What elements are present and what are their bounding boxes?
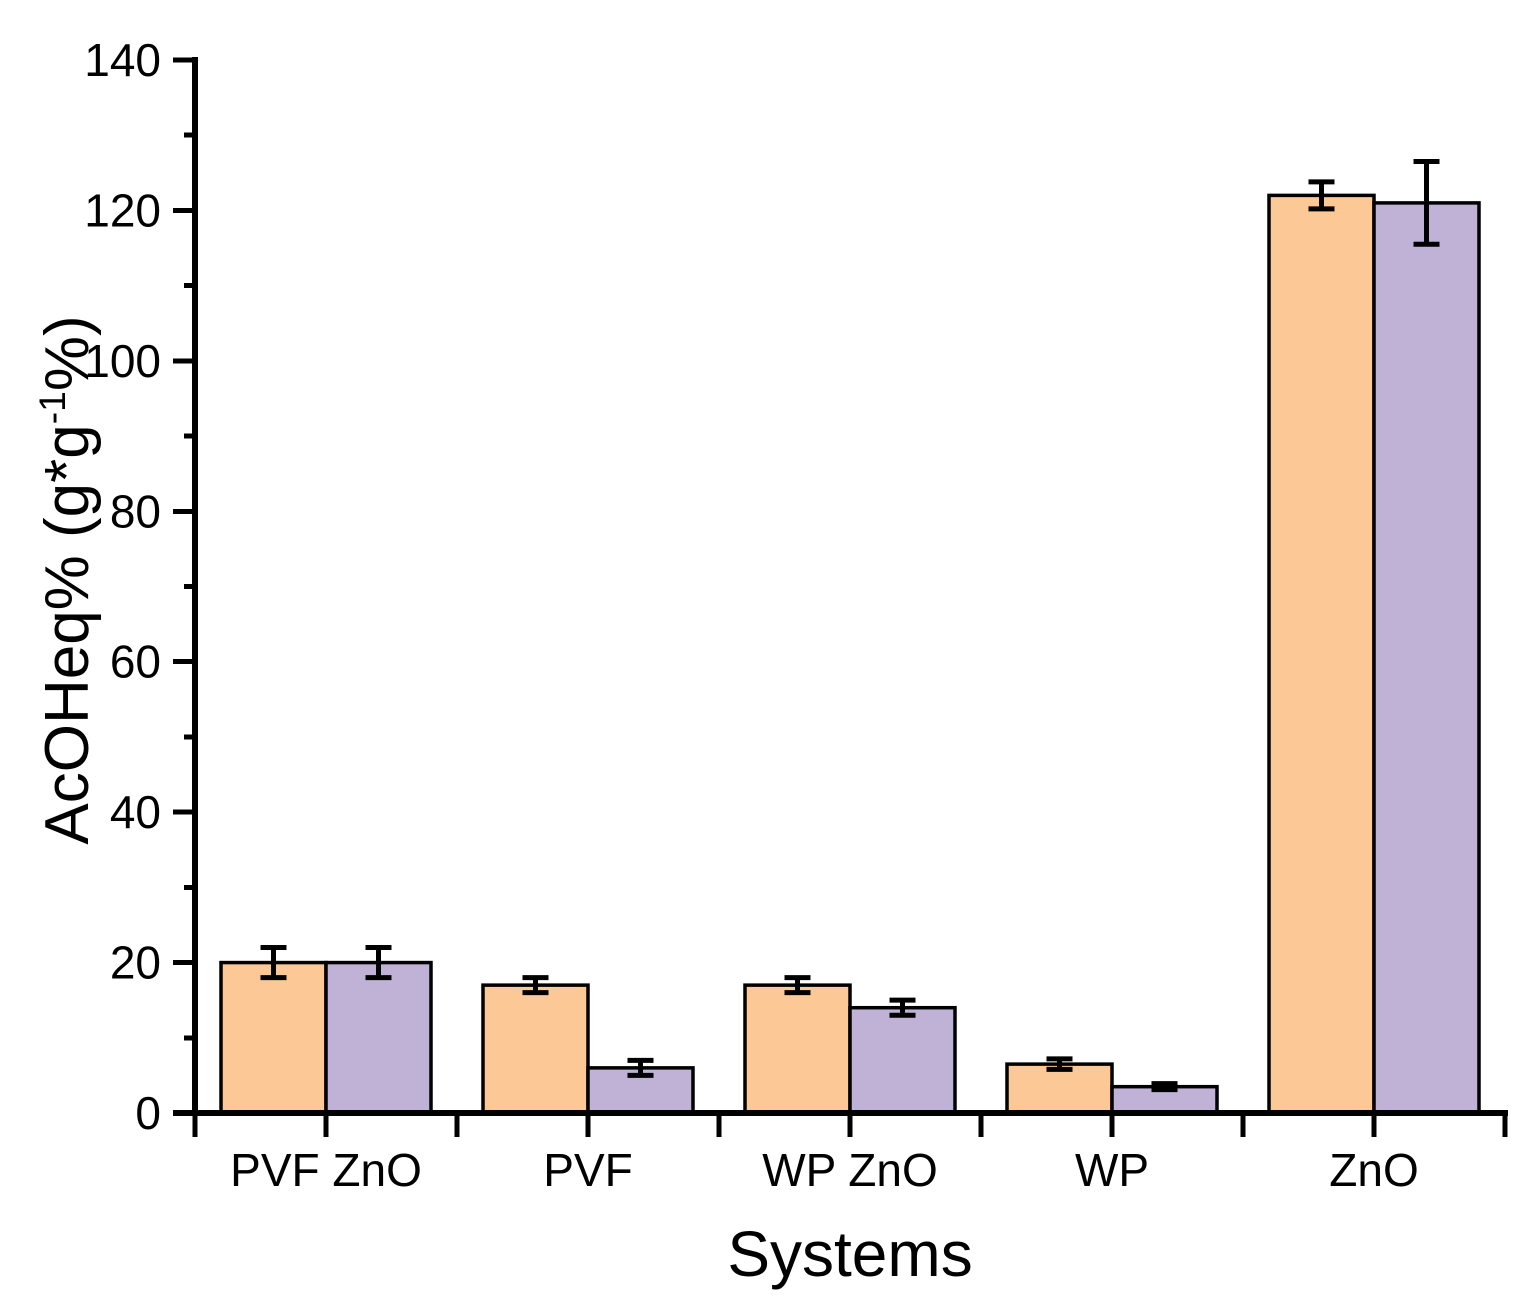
x-category-label-zno: ZnO [1329, 1144, 1418, 1196]
y-tick-label-100: 100 [84, 335, 161, 387]
y-tick-label-60: 60 [110, 636, 161, 688]
bar-purple-pvf-zno [324, 960, 433, 1115]
x-category-label-pvf-zno: PVF ZnO [230, 1144, 422, 1196]
x-category-label-pvf: PVF [543, 1144, 632, 1196]
bar-orange-pvf [481, 983, 590, 1115]
bar-orange-pvf-zno [219, 960, 328, 1115]
y-tick-label-20: 20 [110, 937, 161, 989]
bar-orange-zno [1267, 193, 1376, 1115]
bar-purple-wp-zno [848, 1005, 957, 1115]
y-tick-label-40: 40 [110, 786, 161, 838]
bar-purple-zno [1372, 201, 1481, 1115]
y-tick-label-140: 140 [84, 34, 161, 86]
y-tick-label-0: 0 [135, 1087, 161, 1139]
y-tick-label-120: 120 [84, 184, 161, 236]
y-axis-title-suffix: %) [33, 315, 103, 392]
bar-orange-wp-zno [743, 983, 852, 1115]
y-axis-title: AcOHeq% (g*g-1%) [12, 270, 102, 890]
y-axis-title-text: AcOHeq% (g*g [33, 424, 103, 845]
x-category-label-wp: WP [1075, 1144, 1149, 1196]
y-tick-label-80: 80 [110, 485, 161, 537]
y-axis-title-superscript: -1 [31, 391, 73, 425]
x-axis-title: Systems [727, 1218, 973, 1290]
x-category-label-wp-zno: WP ZnO [762, 1144, 938, 1196]
